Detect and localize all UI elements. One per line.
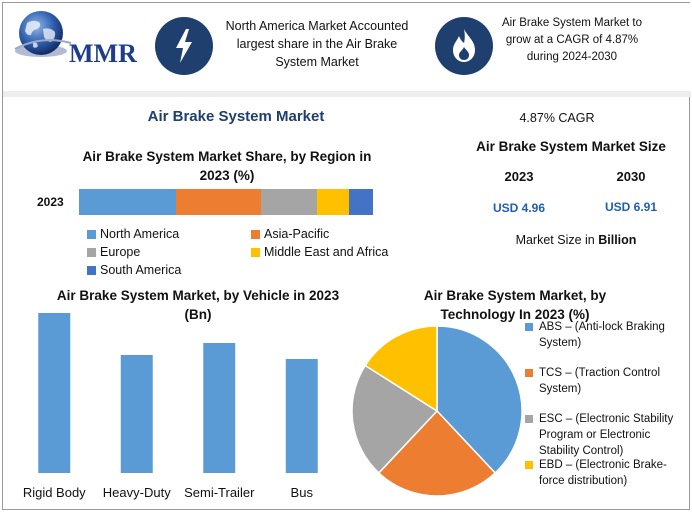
bar-segment-europe	[261, 189, 318, 215]
vehicle-chart-title: Air Brake System Market, by Vehicle in 2…	[56, 288, 340, 322]
legend-swatch	[525, 415, 533, 423]
x-tick-label: Bus	[291, 485, 314, 500]
legend-item-middle-east-and-africa: Middle East and Africa	[251, 245, 388, 259]
bar-segment-north-america	[79, 189, 177, 215]
cagr-label: 4.87% CAGR	[519, 111, 595, 125]
legend-swatch	[525, 461, 533, 469]
unit-note-prefix: Market Size in	[515, 233, 599, 247]
cagr-forecast-text: Air Brake System Market to grow at a CAG…	[502, 17, 642, 63]
legend-item-north-america: North America	[87, 227, 179, 241]
legend-swatch	[525, 323, 533, 331]
legend-label: South America	[100, 263, 182, 277]
legend-label: Asia-Pacific	[264, 227, 330, 241]
legend-label: North America	[100, 227, 180, 241]
header-divider	[3, 91, 691, 97]
pie-slice-esc	[351, 364, 439, 475]
legend-item-south-america: South America	[87, 263, 181, 277]
market-size-unit-note: Market Size in Billion	[481, 233, 671, 247]
year-2030-label: 2030	[616, 169, 646, 184]
legend-item-esc: ESC – (Electronic Stability Program or E…	[525, 411, 687, 459]
pie-slice-tcs	[377, 409, 497, 497]
region-chart-category: 2023	[37, 195, 64, 209]
legend-item-europe: Europe	[87, 245, 140, 259]
market-size-title: Air Brake System Market Size	[476, 139, 666, 154]
year-2023-label: 2023	[504, 169, 534, 184]
legend-item-ebd: EBD – (Electronic Brake-force distributi…	[525, 457, 687, 489]
legend-label: Middle East and Africa	[264, 245, 389, 259]
legend-item-asia-pacific: Asia-Pacific	[251, 227, 329, 241]
legend-label: ABS – (Anti-lock Braking System)	[539, 321, 665, 349]
legend-label: TCS – (Traction Control System)	[539, 367, 660, 395]
region-stacked-bar	[79, 189, 373, 215]
vehicle-bar-chart: Rigid Body Heavy-Duty Semi-Trailer Bus	[23, 313, 318, 500]
north-america-share-text: North America Market Accounted largest s…	[225, 19, 409, 69]
bar-segment-south-america	[349, 189, 373, 215]
technology-chart-title: Air Brake System Market, by Technology I…	[423, 288, 607, 322]
x-tick-label: Rigid Body	[23, 485, 86, 500]
bar-segment-asia-pacific	[176, 189, 262, 215]
legend-swatch	[87, 247, 96, 257]
bar-heavy-duty	[120, 355, 153, 473]
legend-label: EBD – (Electronic Brake-force distributi…	[539, 459, 667, 487]
bar-bus	[285, 359, 318, 473]
x-tick-label: Semi-Trailer	[184, 485, 255, 500]
bar-rigid-body	[38, 313, 71, 473]
bar-segment-middle-east-and-africa	[317, 189, 350, 215]
legend-label: ESC – (Electronic Stability Program or E…	[539, 413, 674, 457]
legend-label: Europe	[100, 245, 141, 259]
main-title: Air Brake System Market	[147, 108, 325, 125]
technology-pie-chart	[351, 325, 523, 497]
lightning-icon	[155, 17, 213, 75]
legend-swatch	[525, 369, 533, 377]
legend-swatch	[87, 229, 96, 239]
pie-slice-abs	[436, 325, 523, 475]
globe-icon	[14, 11, 72, 57]
flame-icon	[435, 17, 493, 75]
region-chart-title: Air Brake System Market Share, by Region…	[82, 149, 372, 183]
legend-swatch	[251, 229, 260, 239]
pie-slice-ebd	[364, 325, 438, 413]
mmr-logo: MMR	[11, 9, 143, 79]
unit-note-unit: Billion	[598, 233, 637, 247]
legend-swatch	[251, 247, 260, 257]
legend-item-abs: ABS – (Anti-lock Braking System)	[525, 319, 687, 351]
market-size-2030-value: USD 6.91	[604, 200, 658, 214]
market-size-2023-value: USD 4.96	[492, 201, 546, 215]
bar-semi-trailer	[203, 343, 236, 473]
header: MMR North America Market Accounted large…	[3, 3, 691, 91]
legend-swatch	[87, 265, 96, 275]
logo-text: MMR	[69, 39, 137, 68]
legend-item-tcs: TCS – (Traction Control System)	[525, 365, 687, 397]
x-tick-label: Heavy-Duty	[103, 485, 171, 500]
